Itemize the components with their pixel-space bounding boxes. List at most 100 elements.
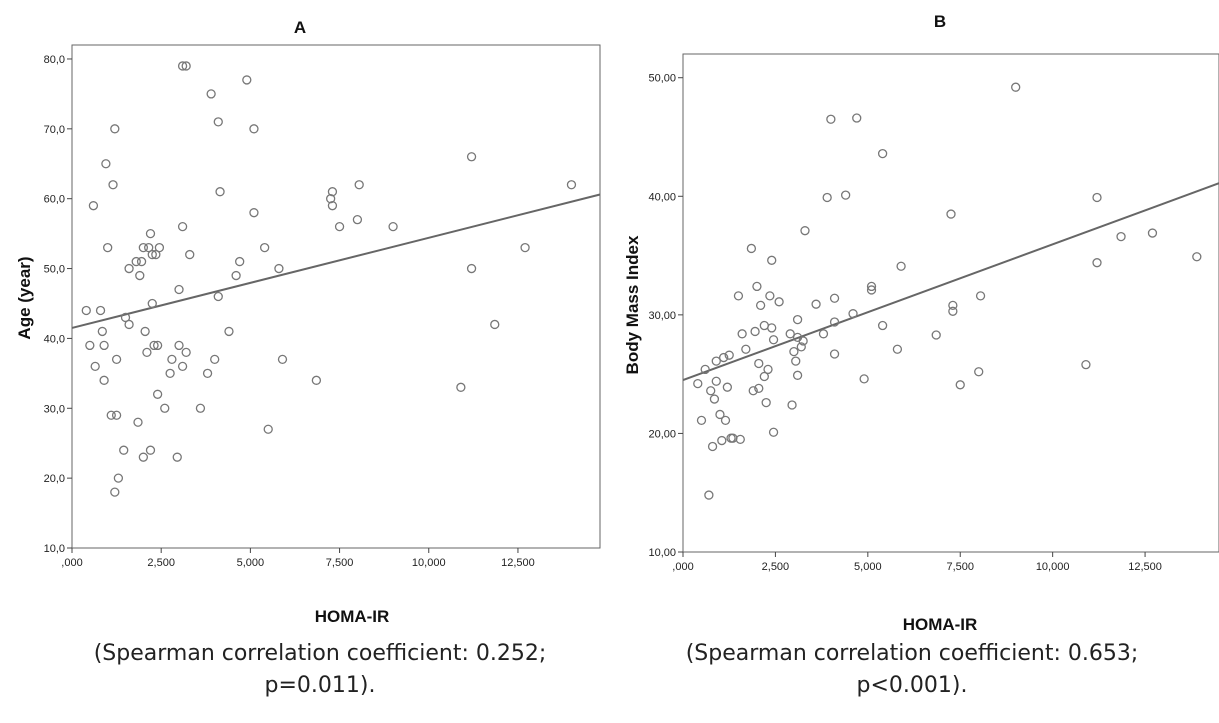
data-point — [746, 243, 757, 254]
data-point — [145, 445, 156, 455]
data-point — [124, 263, 134, 274]
data-point — [145, 228, 156, 239]
data-point — [202, 368, 213, 378]
y-axis-label-b: Body Mass Index — [623, 235, 642, 374]
data-point — [110, 487, 120, 497]
data-point — [106, 410, 116, 420]
data-point — [931, 330, 941, 340]
data-point — [111, 354, 122, 365]
data-point — [111, 410, 122, 420]
data-point — [224, 326, 234, 337]
data-point — [520, 242, 530, 253]
data-point — [136, 256, 147, 267]
data-point — [720, 415, 731, 426]
data-point — [249, 208, 259, 218]
data-point — [948, 306, 958, 316]
data-point — [948, 300, 958, 311]
data-point — [696, 415, 707, 426]
y-tick-label: 60,0 — [44, 194, 65, 206]
data-point — [791, 356, 801, 366]
data-point — [719, 352, 729, 363]
data-point — [974, 367, 984, 377]
data-point — [792, 314, 803, 325]
data-point — [733, 291, 744, 301]
chart-b: 10,00 20,00 30,00 40,00 50,00 ,000 2,500 5,000 7… — [623, 12, 1219, 634]
data-point — [826, 114, 836, 124]
data-point — [737, 329, 747, 339]
data-point — [1092, 192, 1102, 203]
x-tick-label: 10,000 — [412, 557, 446, 569]
data-point — [135, 270, 145, 281]
data-point — [259, 242, 270, 253]
x-axis-label-a: HOMA-IR — [315, 607, 390, 626]
data-point — [811, 299, 821, 309]
caption-b-line2: p<0.001). — [856, 673, 968, 698]
data-point — [210, 354, 220, 365]
data-point — [1192, 252, 1202, 262]
data-point — [160, 403, 170, 413]
data-point — [325, 194, 336, 204]
data-point — [167, 354, 177, 365]
data-point — [709, 394, 720, 404]
data-point — [763, 364, 773, 375]
data-point — [277, 354, 288, 365]
data-point — [796, 342, 806, 352]
data-point — [174, 284, 184, 295]
data-point — [866, 285, 877, 295]
y-tick-label: 10,00 — [648, 547, 676, 559]
data-point — [185, 249, 195, 260]
data-point — [352, 215, 363, 225]
data-point — [975, 291, 986, 301]
data-point — [181, 347, 191, 358]
data-point — [263, 424, 273, 434]
data-point — [818, 329, 829, 339]
data-point — [754, 358, 764, 369]
data-point — [754, 383, 764, 394]
data-point — [800, 226, 810, 236]
data-point — [213, 117, 223, 127]
data-point — [456, 382, 466, 392]
fit-line-b — [682, 182, 1219, 382]
data-point — [785, 329, 795, 339]
data-point — [1081, 360, 1091, 370]
y-tick-label: 30,00 — [648, 310, 676, 322]
data-point — [752, 281, 762, 292]
caption-a: (Spearman correlation coefficient: 0.252… — [20, 638, 620, 702]
data-point — [110, 124, 120, 134]
y-tick-label: 40,00 — [648, 191, 676, 203]
data-point — [767, 323, 777, 333]
data-point — [717, 435, 727, 446]
data-point — [242, 75, 252, 85]
x-tick-label: 5,000 — [854, 561, 882, 573]
data-point — [466, 152, 477, 162]
y-tick-label: 70,0 — [44, 124, 65, 136]
caption-b-line1: (Spearman correlation coefficient: 0.653… — [685, 641, 1139, 666]
data-point — [97, 326, 107, 337]
data-point — [892, 344, 903, 354]
data-point — [750, 326, 760, 337]
data-point — [215, 187, 225, 197]
x-tick-label: ,000 — [61, 557, 82, 569]
plot-area-a — [71, 44, 601, 549]
data-point — [142, 347, 152, 358]
data-point — [140, 326, 150, 337]
data-point — [768, 335, 779, 345]
data-point — [177, 61, 188, 71]
data-point — [767, 255, 777, 265]
y-tick-label: 10,0 — [44, 543, 65, 555]
data-point — [154, 242, 165, 253]
data-point — [120, 312, 131, 323]
data-point — [693, 378, 703, 389]
x-axis-label-b: HOMA-IR — [903, 615, 978, 634]
data-point — [711, 376, 721, 386]
data-point — [99, 340, 109, 351]
data-point — [466, 263, 477, 274]
data-point — [138, 452, 149, 462]
x-tick-label: ,000 — [672, 561, 693, 573]
data-point — [103, 242, 113, 253]
data-point — [759, 371, 769, 382]
data-point — [147, 249, 157, 260]
data-point — [896, 261, 906, 271]
data-point — [774, 297, 784, 307]
data-point — [274, 263, 284, 274]
